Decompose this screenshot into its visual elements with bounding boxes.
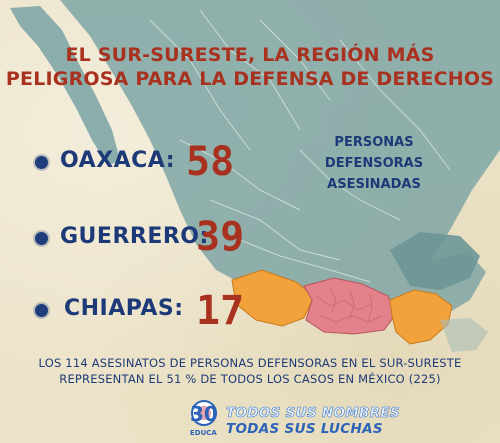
state-label-chiapas: CHIAPAS:	[64, 296, 184, 321]
count-oaxaca: 58	[186, 139, 235, 185]
title-line-2: PELIGROSA PARA LA DEFENSA DE DERECHOS	[5, 68, 495, 90]
chiapas-shape	[389, 289, 453, 345]
guatemala-shape	[440, 318, 488, 352]
campaign-line-1: TODOS SUS NOMBRES	[226, 405, 400, 422]
state-label-guerrero: GUERRERO:	[60, 224, 209, 249]
logo-number: 30	[190, 402, 218, 426]
oaxaca-municipal-lines	[315, 287, 383, 323]
state-label-oaxaca: OAXACA:	[60, 148, 176, 173]
legend-personas-defensoras: PERSONAS DEFENSORAS ASESINADAS	[316, 132, 432, 195]
legend-line-2: DEFENSORAS	[324, 156, 424, 171]
campaign-line-2: TODAS SUS LUCHAS	[226, 421, 383, 437]
educa-30-logo: 30 EDUCA	[190, 400, 218, 437]
guerrero-shape	[231, 269, 315, 327]
yucatan-shape	[390, 232, 480, 290]
logo-text: EDUCA	[190, 429, 217, 437]
legend-line-3: ASESINADAS	[327, 177, 421, 192]
count-guerrero: 39	[196, 214, 245, 260]
title-line-1: EL SUR-SURESTE, LA REGIÓN MÁS	[65, 44, 435, 66]
bullet-icon	[35, 304, 48, 317]
legend-line-1: PERSONAS	[334, 135, 414, 150]
baja-california-shape	[10, 6, 120, 166]
bullet-icon	[35, 232, 48, 245]
bullet-icon	[35, 156, 48, 169]
mainland-shape	[60, 0, 500, 320]
count-chiapas: 17	[196, 288, 245, 334]
state-borders	[149, 9, 451, 283]
footer-line-1: LOS 114 ASESINATOS DE PERSONAS DEFENSORA…	[38, 356, 462, 370]
footer-line-2: REPRESENTAN EL 51 % DE TODOS LOS CASOS E…	[59, 372, 441, 386]
